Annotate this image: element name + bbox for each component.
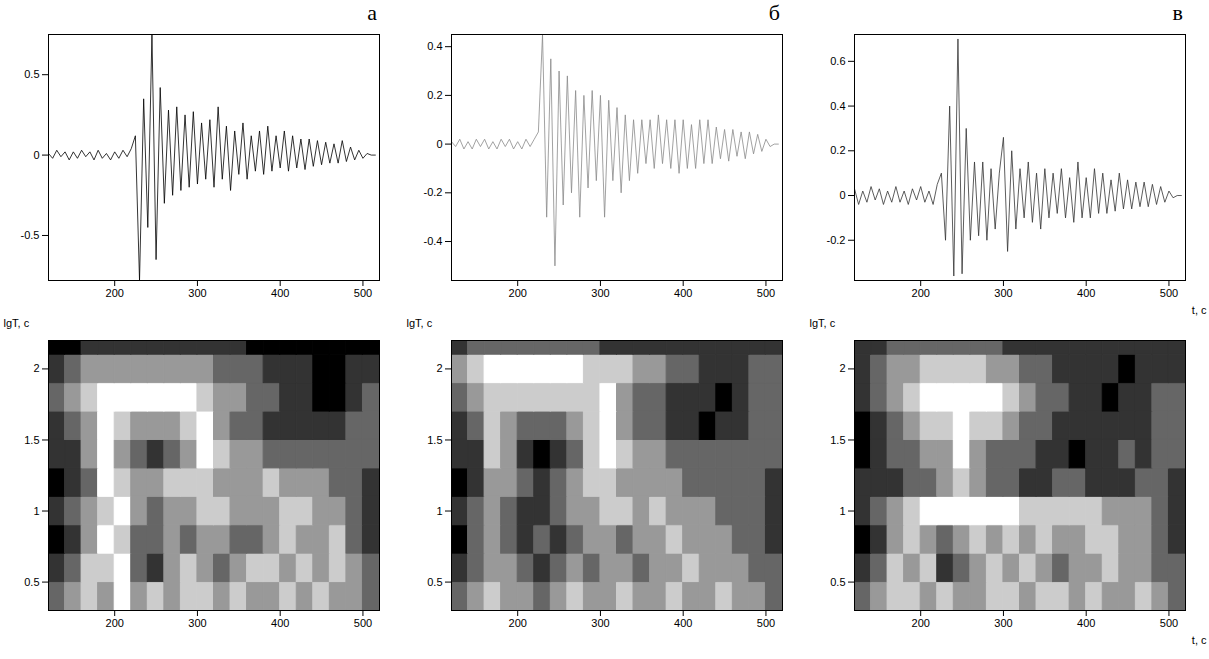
svg-text:t, с: t, с — [1192, 304, 1207, 316]
svg-text:2: 2 — [839, 362, 845, 374]
svg-text:500: 500 — [354, 617, 372, 629]
svg-text:t, с: t, с — [1192, 634, 1207, 646]
svg-text:200: 200 — [106, 617, 124, 629]
svg-text:0.4: 0.4 — [427, 40, 442, 52]
svg-text:-0.2: -0.2 — [424, 186, 443, 198]
svg-text:1.5: 1.5 — [427, 433, 442, 445]
svg-text:400: 400 — [674, 287, 692, 299]
svg-text:1: 1 — [839, 505, 845, 517]
svg-text:-0.2: -0.2 — [827, 234, 846, 246]
svg-text:-0.4: -0.4 — [424, 235, 443, 247]
svg-text:300: 300 — [188, 287, 206, 299]
svg-text:0.4: 0.4 — [830, 100, 845, 112]
svg-text:300: 300 — [188, 617, 206, 629]
svg-text:1: 1 — [436, 505, 442, 517]
svg-text:0.5: 0.5 — [427, 576, 442, 588]
svg-text:200: 200 — [912, 617, 930, 629]
svg-text:0: 0 — [436, 138, 442, 150]
svg-text:1.5: 1.5 — [830, 433, 845, 445]
svg-text:300: 300 — [591, 617, 609, 629]
svg-text:0.2: 0.2 — [427, 89, 442, 101]
svg-text:lgT, с: lgT, с — [4, 317, 30, 329]
svg-text:lgT, с: lgT, с — [407, 317, 433, 329]
svg-text:500: 500 — [757, 287, 775, 299]
svg-text:300: 300 — [994, 287, 1012, 299]
svg-text:0.6: 0.6 — [830, 55, 845, 67]
svg-text:0: 0 — [839, 189, 845, 201]
svg-text:300: 300 — [591, 287, 609, 299]
svg-text:0.5: 0.5 — [24, 68, 39, 80]
svg-text:200: 200 — [912, 287, 930, 299]
html-text:а: а — [367, 0, 377, 25]
svg-text:400: 400 — [271, 617, 289, 629]
html-text:б: б — [768, 0, 780, 25]
svg-text:200: 200 — [106, 287, 124, 299]
svg-text:0.5: 0.5 — [24, 576, 39, 588]
svg-text:200: 200 — [509, 617, 527, 629]
svg-text:500: 500 — [757, 617, 775, 629]
svg-text:200: 200 — [509, 287, 527, 299]
svg-text:0: 0 — [33, 149, 39, 161]
svg-text:500: 500 — [354, 287, 372, 299]
svg-text:0.5: 0.5 — [830, 576, 845, 588]
svg-text:500: 500 — [1160, 287, 1178, 299]
svg-text:400: 400 — [674, 617, 692, 629]
svg-text:400: 400 — [271, 287, 289, 299]
svg-text:2: 2 — [436, 362, 442, 374]
svg-text:400: 400 — [1077, 287, 1095, 299]
svg-text:1: 1 — [33, 505, 39, 517]
svg-text:500: 500 — [1160, 617, 1178, 629]
svg-text:400: 400 — [1077, 617, 1095, 629]
svg-text:2: 2 — [33, 362, 39, 374]
svg-text:1.5: 1.5 — [24, 433, 39, 445]
svg-text:lgT, с: lgT, с — [810, 317, 836, 329]
svg-text:0.2: 0.2 — [830, 144, 845, 156]
html-text:в: в — [1172, 0, 1183, 25]
svg-text:-0.5: -0.5 — [21, 229, 40, 241]
svg-text:300: 300 — [994, 617, 1012, 629]
